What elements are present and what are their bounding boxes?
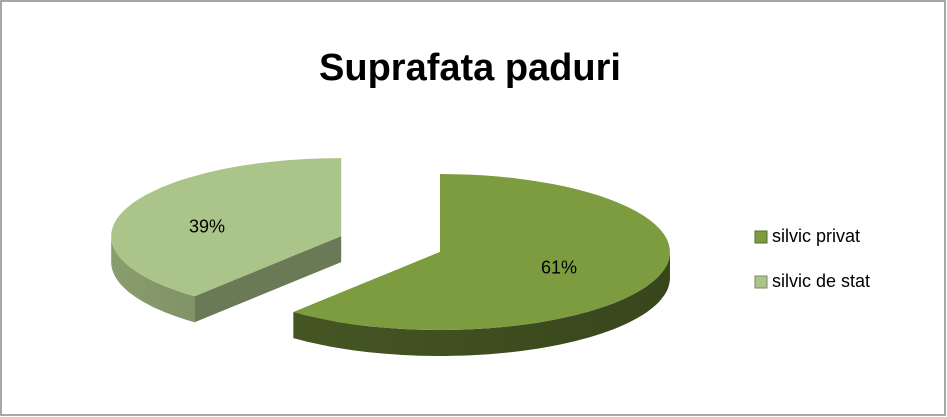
chart-title: Suprafata paduri [319,47,621,89]
slice-top [111,158,342,297]
pie-slice [111,158,342,323]
legend-label: silvic privat [772,226,860,246]
legend-swatch [754,230,768,244]
slice-rim [293,252,670,356]
slice-top [293,174,670,330]
data-label: 61% [541,257,577,277]
slice-rim [111,236,195,323]
legend-label: silvic de stat [772,271,870,291]
pie-slice [293,174,670,356]
slice-wall [194,236,342,323]
legend-swatch [754,275,768,289]
data-label: 39% [189,216,225,236]
